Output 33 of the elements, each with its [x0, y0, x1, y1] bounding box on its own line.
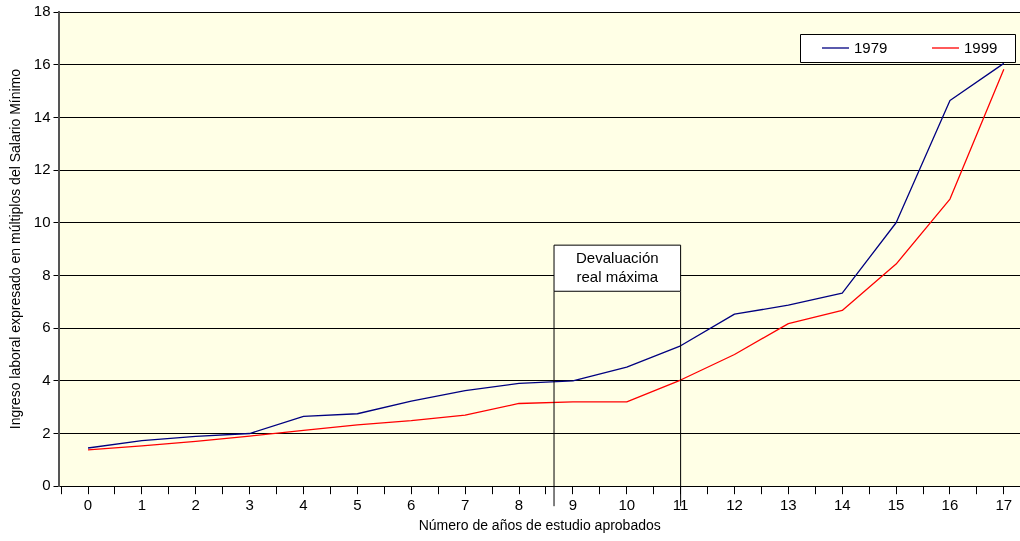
x-tick-label: 16	[941, 496, 959, 514]
x-tick-label: 10	[618, 496, 636, 514]
x-tick-label: 3	[245, 496, 254, 514]
x-tick-label: 8	[514, 496, 524, 514]
y-axis-title: Ingreso laboral expresado en múltiplos del Salario Mínimo	[7, 68, 24, 430]
y-tick-label: 12	[33, 160, 51, 178]
y-tick-label: 0	[42, 476, 51, 494]
x-tick-label: 5	[353, 496, 362, 514]
y-tick-label: 8	[42, 265, 51, 283]
y-tick-label: 18	[33, 2, 51, 20]
x-tick-label: 11	[672, 496, 689, 514]
y-tick-label: 6	[42, 318, 51, 336]
annotation: Devaluación real máxima	[576, 249, 659, 286]
x-tick-label: 0	[83, 496, 93, 514]
y-tick-label: 14	[33, 107, 51, 125]
x-tick-label: 17	[995, 496, 1013, 514]
x-tick-label: 6	[407, 496, 416, 514]
x-tick-label: 15	[887, 496, 905, 514]
y-tick-label: 16	[33, 54, 51, 72]
legend-label: 1999	[964, 39, 998, 57]
x-tick-label: 13	[780, 496, 797, 514]
x-tick-label: 14	[833, 496, 851, 514]
y-tick-label: 2	[42, 423, 51, 441]
legend-label: 1979	[854, 39, 888, 57]
y-tick-label: 10	[33, 212, 51, 230]
y-tick-label: 4	[42, 370, 51, 388]
x-tick-label: 9	[568, 496, 578, 514]
x-tick-label: 2	[191, 496, 200, 514]
x-tick-label: 1	[137, 496, 147, 514]
x-tick-label: 12	[726, 496, 743, 514]
x-tick-label: 4	[299, 496, 308, 514]
x-axis-title: Número de años de estudio aprobados	[418, 517, 661, 534]
x-tick-label: 7	[460, 496, 470, 514]
